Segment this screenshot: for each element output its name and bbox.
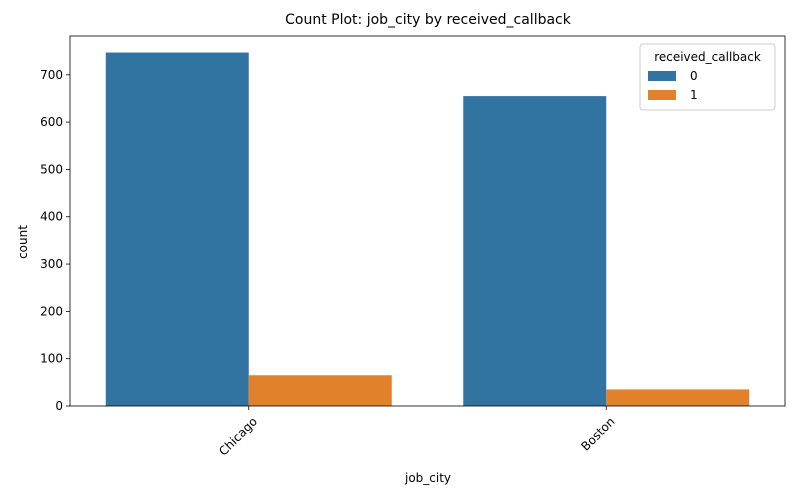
- y-tick-label: 500: [40, 162, 63, 176]
- bar-boston-series-1: [606, 389, 750, 406]
- y-tick-label: 100: [40, 352, 63, 366]
- legend-label-series-1: 1: [690, 88, 698, 102]
- legend-swatch-series-1: [648, 90, 676, 100]
- bar-chicago-series-0: [105, 52, 249, 407]
- y-tick-label: 400: [40, 210, 63, 224]
- legend-label-series-0: 0: [690, 69, 698, 83]
- y-axis-title: count: [16, 225, 30, 259]
- plot-frame: [69, 35, 786, 407]
- bar-chicago-series-1: [248, 375, 392, 406]
- chart-title: Count Plot: job_city by received_callbac…: [285, 12, 572, 28]
- bars-group: [105, 52, 750, 407]
- y-tick-label: 600: [40, 115, 63, 129]
- y-tick-label: 300: [40, 257, 63, 271]
- y-tick-label: 700: [40, 68, 63, 82]
- x-tick-label: Chicago: [216, 414, 260, 458]
- y-tick-label: 0: [55, 399, 63, 413]
- x-axis-title: job_city: [404, 471, 451, 485]
- legend-title: received_callback: [654, 50, 761, 64]
- bar-boston-series-0: [463, 96, 607, 406]
- y-tick-label: 200: [40, 304, 63, 318]
- x-tick-label: Boston: [578, 414, 617, 453]
- legend: received_callback 0 1: [639, 43, 776, 111]
- legend-swatch-series-0: [648, 71, 676, 81]
